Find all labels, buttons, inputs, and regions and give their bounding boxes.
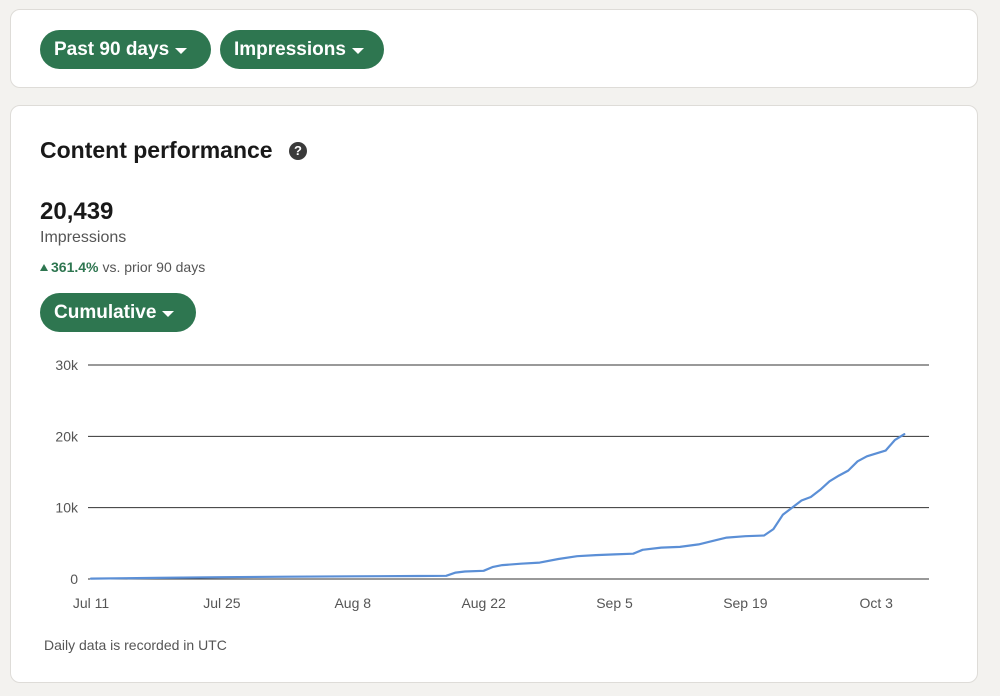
y-tick-label: 20k	[55, 428, 79, 444]
x-tick-label: Oct 3	[860, 595, 894, 611]
total-impressions-value: 20,439	[40, 198, 114, 225]
caret-down-icon	[175, 47, 188, 54]
caret-down-icon	[162, 310, 175, 317]
impressions-line-chart: 0 10k 20k 30k Jul 11 Jul 25 Aug 8 Aug 22 Sep 5 Se…	[55, 357, 929, 611]
total-impressions-label: Impressions	[40, 229, 127, 246]
date-range-label: Past 90 days	[54, 38, 170, 60]
panel-title: Content performance	[40, 137, 273, 163]
x-tick-label: Jul 25	[203, 595, 241, 611]
impressions-series-line	[89, 433, 906, 580]
y-tick-label: 10k	[55, 500, 79, 516]
content-performance-card: Content performance ? 20,439 Impressions…	[10, 105, 978, 683]
y-tick-label: 30k	[55, 357, 79, 373]
x-tick-label: Aug 8	[334, 595, 371, 611]
x-tick-label: Aug 22	[461, 595, 506, 611]
x-tick-label: Sep 19	[723, 595, 768, 611]
x-tick-label: Sep 5	[596, 595, 633, 611]
change-text: vs. prior 90 days	[102, 259, 206, 275]
metric-dropdown[interactable]: Impressions	[220, 30, 384, 69]
date-range-dropdown[interactable]: Past 90 days	[40, 30, 211, 69]
triangle-up-icon	[40, 263, 48, 271]
question-circle-icon[interactable]: ?	[289, 142, 307, 160]
metric-label: Impressions	[234, 38, 346, 60]
change-percent: 361.4%	[51, 259, 99, 275]
y-tick-label: 0	[70, 571, 78, 587]
cumulative-label: Cumulative	[54, 301, 157, 323]
x-tick-label: Jul 11	[73, 595, 110, 611]
caret-down-icon	[351, 47, 364, 54]
change-indicator: 361.4% vs. prior 90 days	[40, 259, 205, 275]
cumulative-dropdown[interactable]: Cumulative	[40, 293, 196, 332]
filter-bar: Past 90 days Impressions	[10, 9, 978, 88]
footnote: Daily data is recorded in UTC	[44, 637, 227, 653]
